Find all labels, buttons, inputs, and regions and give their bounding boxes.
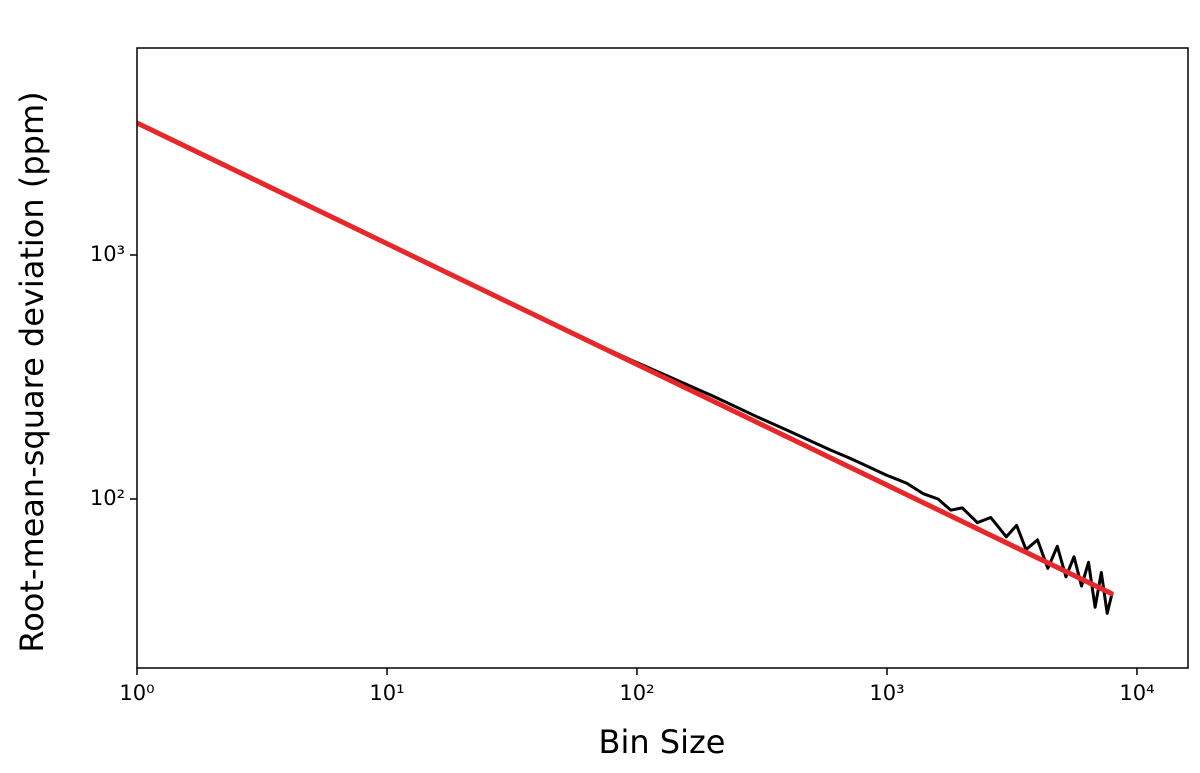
x-tick-label: 10² xyxy=(619,681,654,705)
x-tick-label: 10³ xyxy=(869,681,904,705)
data-line xyxy=(137,120,1114,596)
x-axis-label: Bin Size xyxy=(599,723,726,761)
y-tick-label: 10³ xyxy=(90,242,125,266)
y-tick-label: 10² xyxy=(90,486,125,510)
data-line xyxy=(137,121,1113,615)
x-tick-label: 10¹ xyxy=(369,681,404,705)
plot-frame xyxy=(136,47,1189,669)
x-tick-label: 10⁴ xyxy=(1119,681,1154,705)
y-axis-label: Root-mean-square deviation (ppm) xyxy=(13,91,51,652)
x-tick-label: 10⁰ xyxy=(119,681,154,705)
